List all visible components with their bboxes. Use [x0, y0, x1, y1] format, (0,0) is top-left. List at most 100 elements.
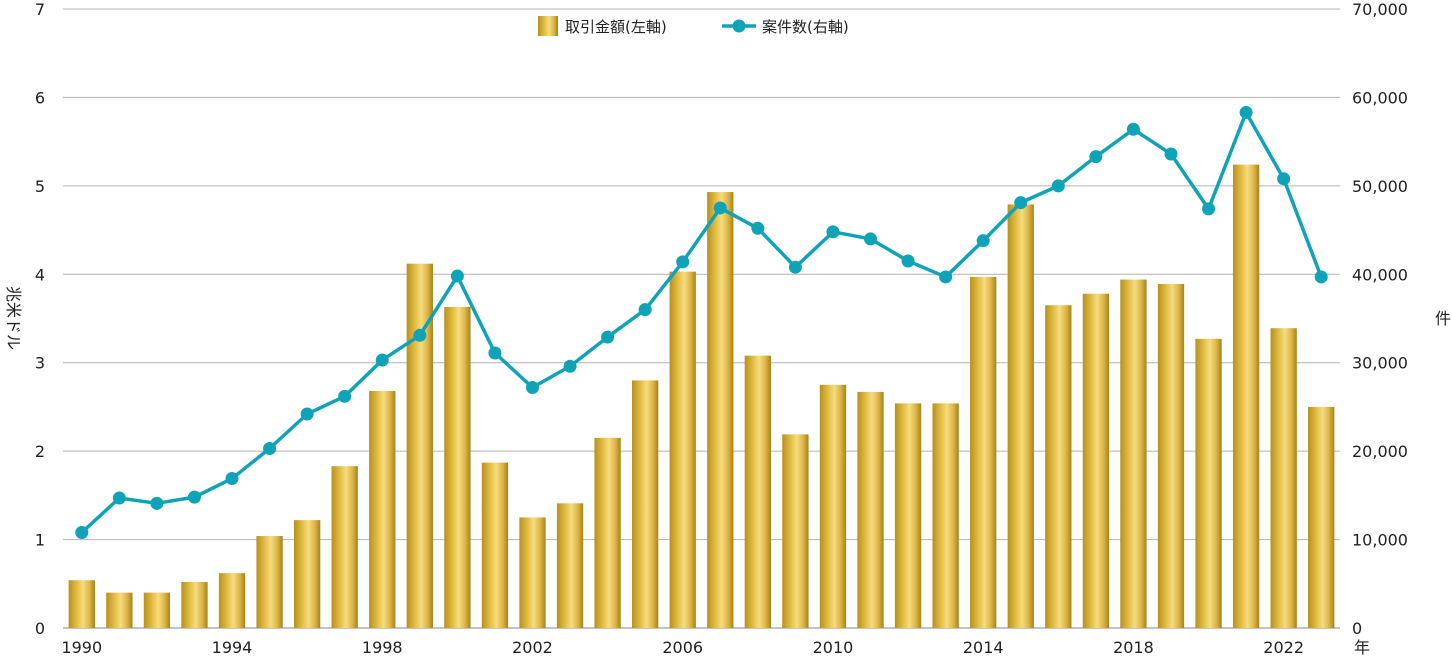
line-point	[563, 359, 577, 373]
line-point	[450, 269, 464, 283]
line-point	[788, 260, 802, 274]
line-point	[751, 221, 765, 235]
bar	[369, 391, 396, 628]
bar	[1308, 406, 1335, 628]
y-right-tick-label: 60,000	[1352, 88, 1408, 107]
bar	[632, 380, 659, 628]
line-point	[1202, 202, 1216, 216]
bar	[519, 517, 546, 628]
line-point	[263, 441, 277, 455]
bar	[1120, 279, 1147, 628]
bar	[68, 580, 95, 628]
gridlines	[63, 8, 1340, 629]
line-point	[901, 254, 915, 268]
line-point	[1126, 122, 1140, 136]
y-right-tick-label: 20,000	[1352, 442, 1408, 461]
y-left-tick-label: 0	[35, 619, 45, 638]
line-point	[525, 380, 539, 394]
line-point	[1239, 105, 1253, 119]
x-tick-label: 1990	[61, 638, 102, 657]
bar	[218, 573, 246, 628]
bar	[932, 403, 959, 628]
y-left-tick-label: 1	[35, 531, 45, 550]
line-point	[338, 389, 352, 403]
line-point	[112, 491, 126, 505]
bar	[857, 391, 884, 628]
line-point	[601, 330, 615, 344]
bar	[556, 503, 584, 628]
line-point	[638, 303, 652, 317]
bar	[106, 592, 133, 628]
bar	[1045, 305, 1072, 628]
line-series	[75, 105, 1328, 539]
bar	[782, 434, 809, 628]
line-point	[676, 255, 690, 269]
line-point	[1051, 179, 1065, 193]
y-right-tick-label: 0	[1352, 619, 1362, 638]
legend-label-line: 案件数(右軸)	[762, 18, 849, 36]
bar	[1082, 293, 1110, 628]
y-left-tick-label: 7	[35, 0, 45, 19]
bar	[331, 466, 358, 628]
bar	[181, 582, 208, 628]
y-left-tick-label: 6	[35, 88, 45, 107]
line-point	[300, 407, 314, 421]
line-point	[864, 232, 878, 246]
bar	[669, 271, 696, 628]
x-axis-unit: 年	[1354, 638, 1370, 657]
line-point	[150, 496, 164, 510]
x-tick-label: 1998	[362, 638, 403, 657]
bar	[143, 592, 171, 628]
bar	[594, 437, 621, 628]
bar	[444, 307, 471, 628]
bar	[1232, 164, 1260, 629]
line-point	[413, 328, 427, 342]
y-right-tick-label: 30,000	[1352, 354, 1408, 373]
bar	[707, 192, 734, 628]
x-tick-label: 2014	[963, 638, 1004, 657]
bar-series	[68, 164, 1335, 629]
series-line	[80, 110, 1323, 534]
line-point	[1164, 147, 1178, 161]
x-tick-label: 2006	[662, 638, 703, 657]
axes: 0 1 2 3 4 5 6 7 0 10,000 20,000 30,000 40,000 50,000 6…	[4, 0, 1451, 657]
legend-swatch-bar	[538, 16, 558, 36]
y-left-tick-label: 3	[35, 354, 45, 373]
bar	[1195, 338, 1222, 628]
bar	[481, 462, 509, 628]
line-point	[939, 270, 953, 284]
line-point	[713, 201, 727, 215]
line-point	[976, 234, 990, 248]
y-left-tick-label: 2	[35, 442, 45, 461]
line-point	[1014, 196, 1028, 210]
bar	[1007, 204, 1034, 629]
bar	[894, 403, 922, 628]
line-point	[1277, 172, 1291, 186]
x-tick-label: 2002	[512, 638, 553, 657]
x-tick-label: 2018	[1113, 638, 1154, 657]
bar	[744, 355, 771, 628]
legend-label-bar: 取引金額(左軸)	[565, 18, 667, 36]
y-right-tick-label: 70,000	[1352, 0, 1408, 19]
x-tick-label: 2010	[813, 638, 854, 657]
bar	[970, 276, 997, 628]
x-tick-label: 1994	[212, 638, 253, 657]
y-right-tick-label: 50,000	[1352, 177, 1408, 196]
line-point	[375, 353, 389, 367]
y-right-tick-label: 40,000	[1352, 265, 1408, 284]
line-point	[488, 346, 502, 360]
line-point	[75, 525, 89, 539]
bar	[293, 520, 321, 628]
line-point	[187, 490, 201, 504]
bar	[1270, 328, 1297, 628]
legend: 取引金額(左軸) 案件数(右軸)	[538, 16, 849, 36]
y-left-tick-label: 4	[35, 265, 45, 284]
x-tick-label: 2022	[1263, 638, 1304, 657]
y-left-axis-title: 兆米ドル	[4, 286, 23, 350]
bar	[1157, 284, 1185, 628]
line-point	[225, 472, 239, 486]
line-point	[1089, 150, 1103, 164]
legend-swatch-marker	[732, 19, 746, 33]
y-left-tick-label: 5	[35, 177, 45, 196]
